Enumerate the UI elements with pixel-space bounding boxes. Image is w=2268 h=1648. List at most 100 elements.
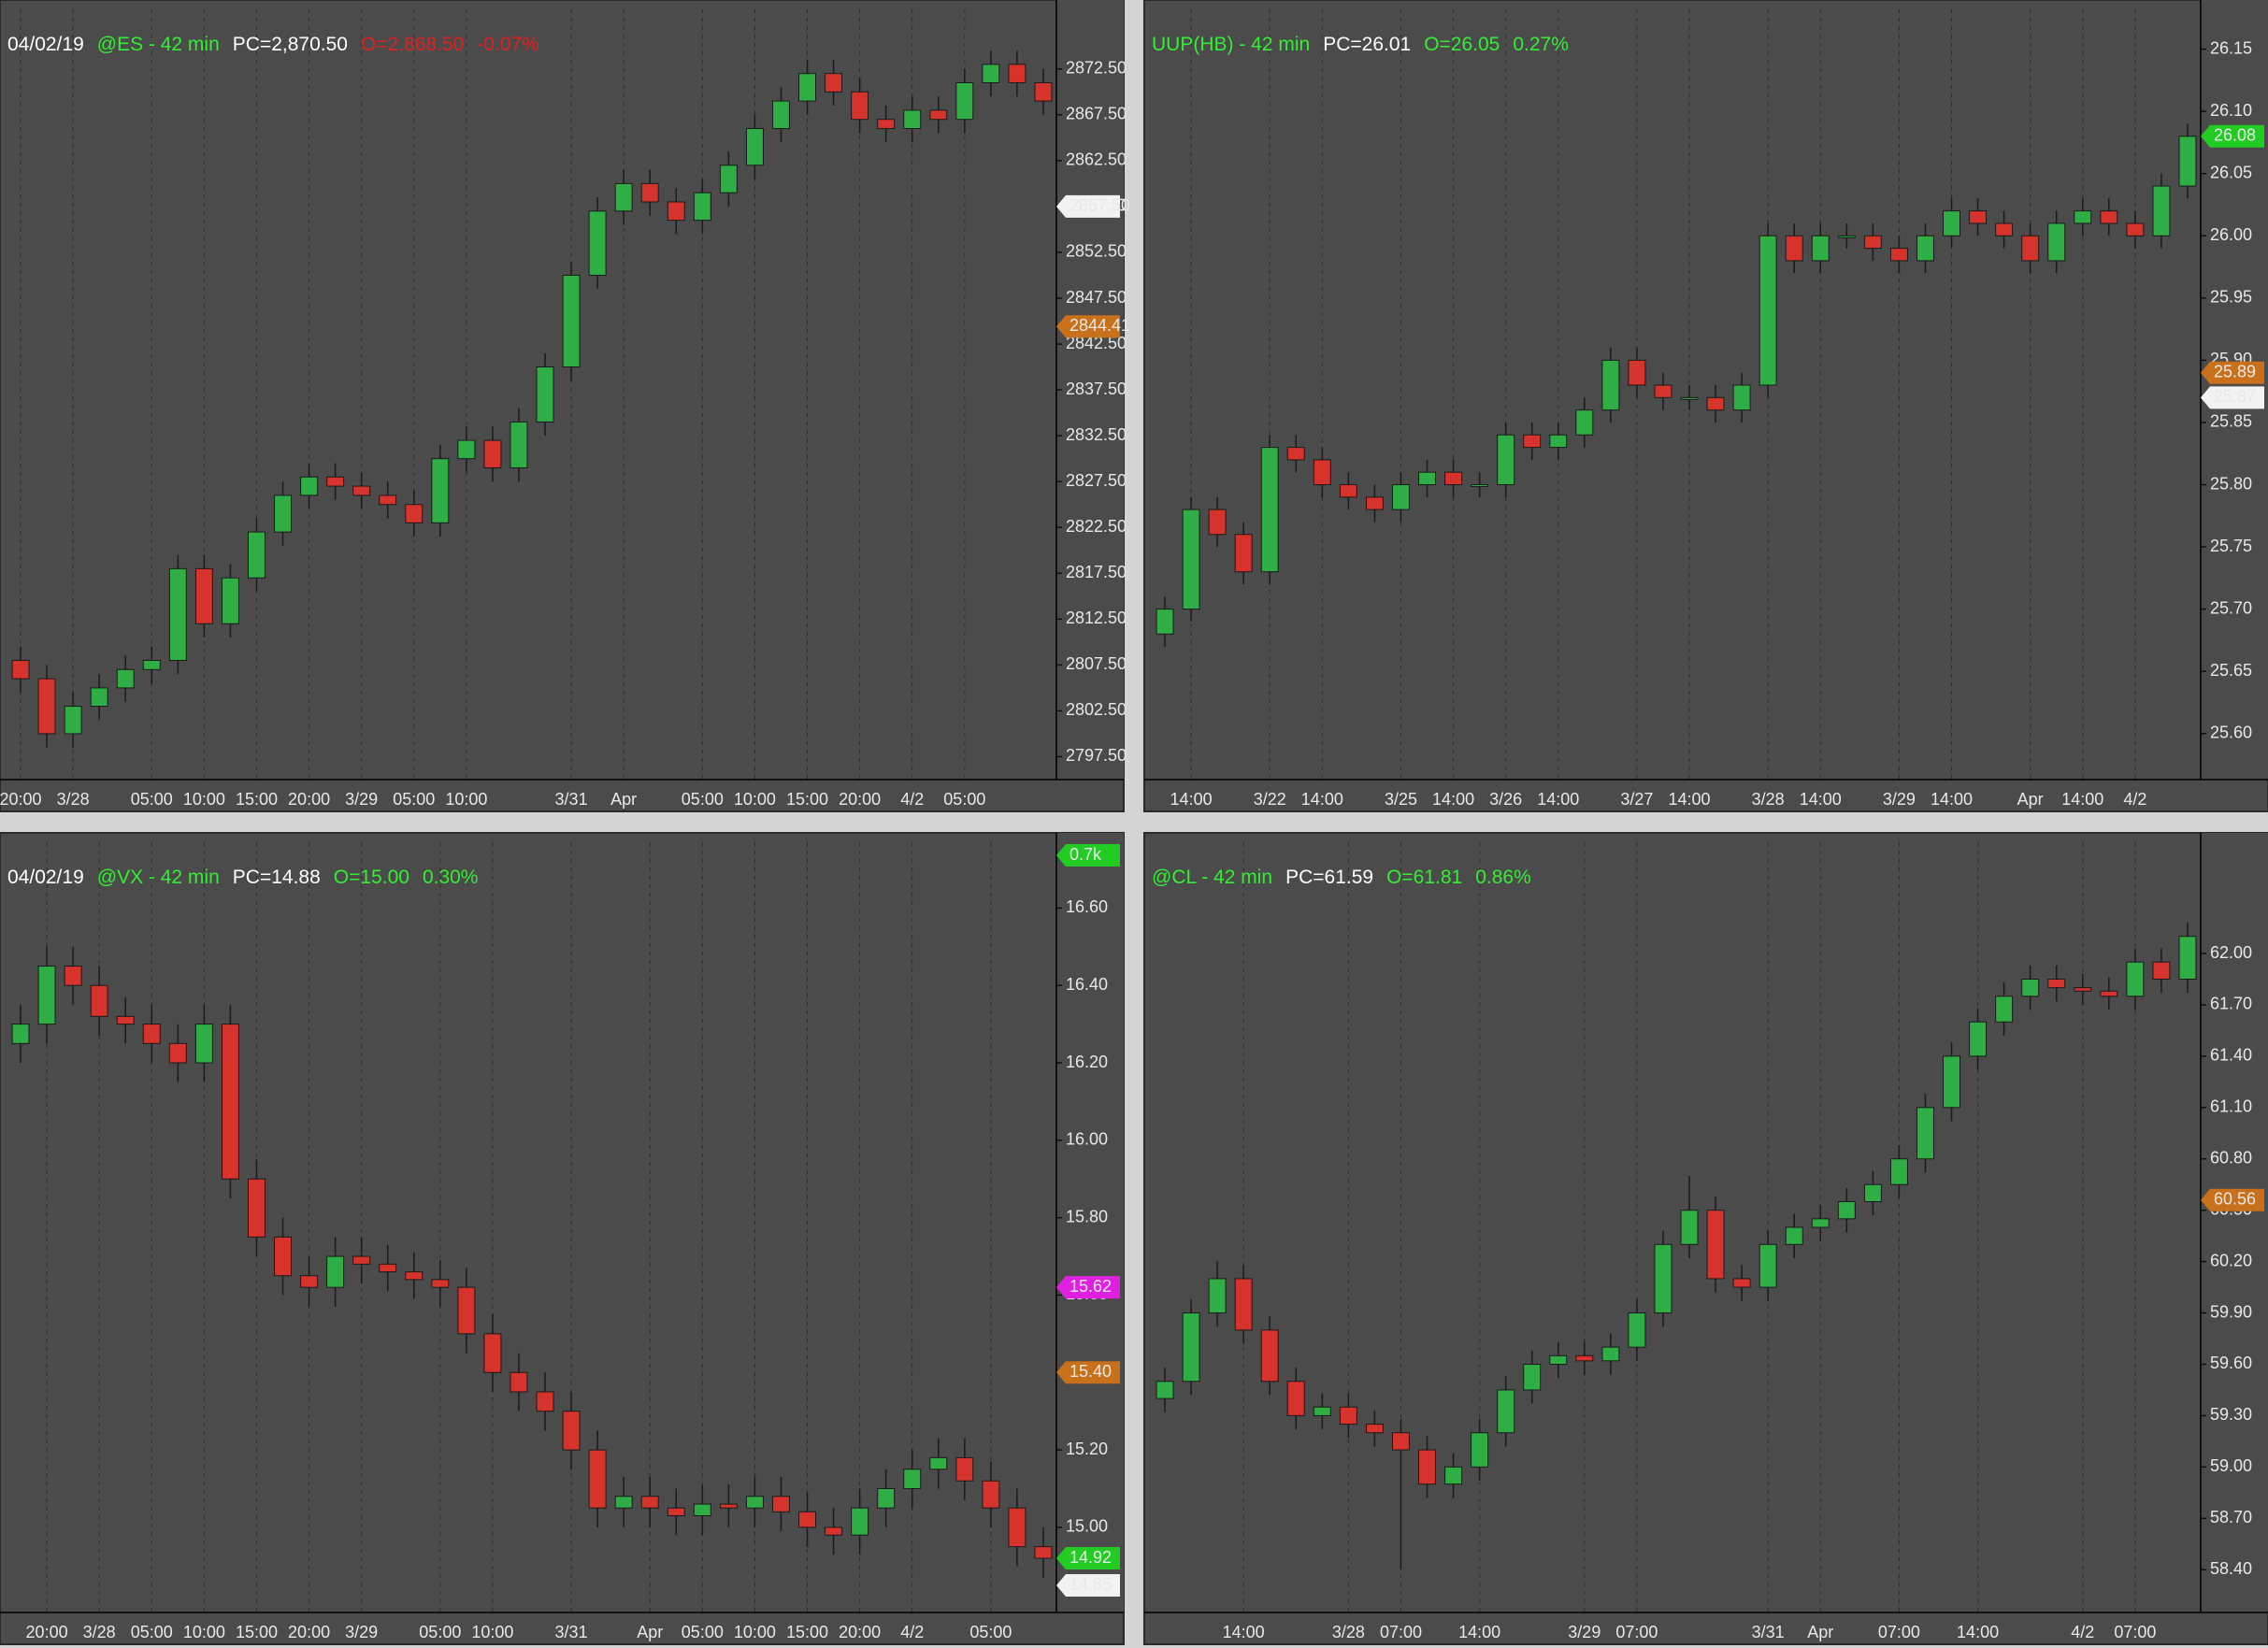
candle-body (2100, 210, 2118, 224)
candle-body (274, 1236, 293, 1277)
candle-body (1391, 484, 1410, 510)
x-tick-label: 3/28 (57, 790, 90, 809)
x-tick-label: 14:00 (2061, 790, 2103, 809)
candle-body (2074, 987, 2092, 992)
x-tick-label: 3/26 (1489, 790, 1522, 809)
header-item: 04/02/19 (7, 34, 84, 55)
candle-body (483, 1333, 502, 1373)
candle-body (194, 1024, 213, 1064)
header-item: @CL - 42 min (1152, 867, 1272, 888)
y-tick-label: 2802.50 (1066, 700, 1127, 719)
candle-body (352, 1255, 371, 1265)
x-tick-label: 3/22 (1254, 790, 1286, 809)
candle-body (1889, 1158, 1908, 1185)
price-tag (1056, 1276, 1120, 1299)
x-tick-label: 05:00 (682, 1623, 724, 1641)
x-tick-label: 3/28 (83, 1623, 116, 1641)
candle-body (352, 485, 371, 496)
candle-body (405, 1271, 423, 1281)
price-tag-label: 25.87 (2214, 387, 2256, 406)
candle-body (2047, 978, 2066, 989)
x-tick-label: 3/31 (555, 1623, 588, 1641)
candle-body (1785, 235, 1803, 262)
y-tick-label: 25.65 (2210, 661, 2252, 680)
x-tick-label: 3/31 (555, 790, 588, 809)
y-tick-label: 2807.50 (1066, 654, 1127, 673)
y-tick-label: 2837.50 (1066, 380, 1127, 398)
price-tag (1056, 1361, 1120, 1384)
header-item: -0.07% (477, 34, 539, 55)
y-tick-label: 25.70 (2210, 598, 2252, 617)
candle-body (483, 439, 502, 468)
y-tick-label: 2847.50 (1066, 288, 1127, 307)
y-tick-label: 16.40 (1066, 975, 1108, 994)
candle-body (1523, 1363, 1542, 1391)
panel-background (0, 832, 1125, 1645)
candle-body (640, 1496, 659, 1509)
candle-body (1260, 447, 1279, 573)
candle-body (1916, 235, 1934, 262)
x-tick-label: 10:00 (445, 790, 487, 809)
volume-tag-label: 0.7k (1069, 845, 1102, 864)
y-tick-label: 26.15 (2210, 38, 2252, 57)
chart-header: UUP(HB) - 42 min PC=26.01 O=26.05 0.27% (1152, 34, 1569, 55)
chart-header: 04/02/19 @ES - 42 min PC=2,870.50 O=2,868.5… (7, 34, 539, 55)
candle-body (457, 1286, 476, 1335)
candle-body (1365, 1424, 1384, 1434)
x-tick-label: 15:00 (236, 1623, 278, 1641)
candle-body (1034, 81, 1053, 102)
chart-header: @CL - 42 min PC=61.59 O=61.81 0.86% (1152, 867, 1531, 888)
x-tick-label: 10:00 (734, 1623, 776, 1641)
candle-body (771, 1496, 790, 1512)
y-tick-label: 2852.50 (1066, 242, 1127, 261)
x-tick-label: 3/29 (345, 790, 378, 809)
candle-body (1034, 1546, 1053, 1559)
candle-body (719, 1503, 738, 1509)
candle-body (1969, 210, 1988, 224)
candle-body (1008, 1507, 1026, 1548)
y-tick-label: 2822.50 (1066, 517, 1127, 536)
header-item: 04/02/19 (7, 867, 84, 888)
candle-body (536, 366, 554, 423)
x-tick-label: 07:00 (1615, 1623, 1658, 1641)
y-tick-label: 25.75 (2210, 537, 2252, 555)
candle-body (798, 73, 817, 102)
x-tick-label: 05:00 (393, 790, 435, 809)
candle-body (1339, 1406, 1357, 1426)
candle-body (851, 91, 869, 121)
price-tag (2201, 386, 2264, 409)
candle-body (431, 458, 450, 523)
candle-body (1680, 1210, 1699, 1245)
header-item: PC=2,870.50 (233, 34, 348, 55)
header-item: O=15.00 (334, 867, 409, 888)
x-tick-label: 20:00 (839, 790, 881, 809)
candle-body (955, 1456, 974, 1482)
candle-body (1286, 447, 1305, 461)
x-tick-label: 05:00 (131, 790, 173, 809)
candle-body (326, 1255, 345, 1288)
candle-body (2126, 961, 2145, 997)
candle-body (2074, 210, 2092, 224)
candle-body (1758, 235, 1777, 386)
candle-body (300, 476, 319, 496)
candle-body (588, 210, 607, 276)
candle-body (1156, 609, 1174, 635)
header-item: O=61.81 (1386, 867, 1462, 888)
candle-body (90, 984, 108, 1017)
candle-body (1943, 210, 1961, 236)
candle-body (2021, 235, 2040, 262)
candle-body (247, 1178, 266, 1238)
candle-body (1706, 396, 1725, 411)
candle-body (1497, 434, 1515, 486)
panel-background (1143, 0, 2268, 812)
candle-body (194, 567, 213, 624)
candle-body (1208, 509, 1227, 536)
candle-body (1339, 484, 1357, 498)
candle-body (1732, 1278, 1751, 1288)
candle-body (1418, 471, 1437, 486)
candle-body (1156, 1381, 1174, 1399)
candle-body (982, 1480, 1000, 1509)
chart-header: 04/02/19 @VX - 42 min PC=14.88 O=15.00 0.30% (7, 867, 478, 888)
x-tick-label: 20:00 (839, 1623, 881, 1641)
x-tick-label: 07:00 (1878, 1623, 1920, 1641)
